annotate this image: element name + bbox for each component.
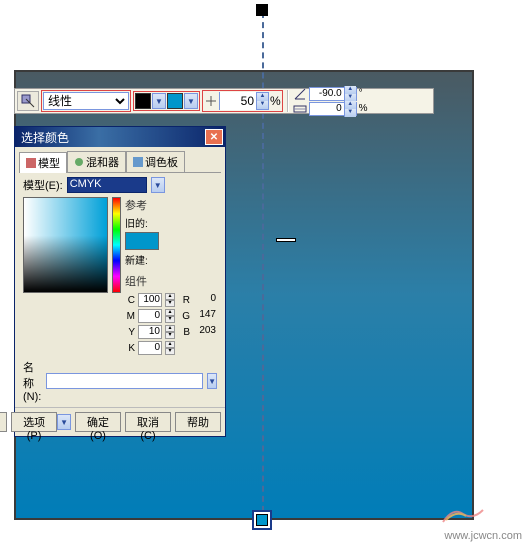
add-palette-button: 加到调色板(A) (0, 412, 7, 432)
tab-mixers-label: 混和器 (86, 154, 119, 170)
g-value: 147 (193, 309, 217, 323)
gradient-colors-group: ▼ ▼ (133, 91, 200, 111)
tab-models[interactable]: 模型 (19, 152, 67, 173)
dialog-body: 模型(E): CMYK ▼ 参考 旧的: 新建: 组件 C100▴▾ R0 (19, 172, 221, 407)
c-spin[interactable]: ▴▾ (165, 293, 175, 307)
midpoint-unit: % (270, 94, 281, 108)
model-label: 模型(E): (23, 177, 63, 193)
midpoint-down[interactable]: ▼ (256, 101, 268, 109)
reference-swatches (125, 232, 217, 250)
gradient-type-group: 线性 (41, 90, 131, 112)
angle-up[interactable]: ▲ (344, 86, 356, 94)
options-dropdown-icon[interactable]: ▼ (57, 414, 71, 430)
model-dropdown-icon[interactable]: ▼ (151, 177, 165, 193)
midpoint-group: ▲▼ % (202, 90, 283, 112)
toolbar-separator (287, 90, 289, 112)
dialog-tabs: 模型 混和器 调色板 (15, 147, 225, 172)
angle-unit: ° (359, 88, 363, 99)
name-label: 名称(N): (23, 359, 42, 403)
color-field[interactable] (23, 197, 108, 293)
edge-pad-up[interactable]: ▲ (344, 101, 356, 109)
g-label: G (180, 311, 190, 322)
components-label: 组件 (125, 273, 217, 289)
gradient-start-handle[interactable] (256, 4, 268, 16)
components-grid: C100▴▾ R0 M0▴▾ G147 Y10▴▾ B203 K0▴▾ (125, 293, 217, 355)
edge-pad-unit: % (359, 103, 368, 114)
gradient-end-handle[interactable] (252, 510, 272, 530)
watermark-text: www.jcwcn.com (444, 530, 522, 542)
name-dropdown-icon[interactable]: ▼ (207, 373, 217, 389)
k-label: K (125, 343, 135, 354)
m-label: M (125, 311, 135, 322)
y-label: Y (125, 327, 135, 338)
gradient-type-select[interactable]: 线性 (43, 92, 129, 110)
edit-fill-icon[interactable] (17, 91, 39, 111)
tab-models-label: 模型 (38, 155, 60, 171)
dialog-title: 选择颜色 (21, 129, 69, 146)
cancel-button[interactable]: 取消(C) (125, 412, 171, 432)
color-dialog: 选择颜色 ✕ 模型 混和器 调色板 模型(E): CMYK ▼ 参考 (14, 126, 226, 437)
gradient-midpoint-handle[interactable] (276, 238, 296, 242)
edge-pad-spinner[interactable]: ▲▼ (309, 102, 357, 116)
gradient-color-a-swatch[interactable] (135, 93, 151, 109)
angle-input[interactable] (310, 88, 344, 100)
angle-spinner[interactable]: ▲▼ (309, 87, 357, 101)
gradient-toolbar: 线性 ▼ ▼ ▲▼ % ▲▼ ° ▲▼ % (14, 88, 434, 114)
old-color-swatch[interactable] (125, 232, 159, 250)
hue-slider[interactable] (112, 197, 121, 293)
tab-mixers[interactable]: 混和器 (67, 151, 126, 172)
angle-group: ▲▼ ° ▲▼ % (293, 87, 368, 116)
old-label: 旧的: (125, 215, 148, 230)
edge-pad-icon (293, 102, 307, 116)
c-label: C (125, 295, 135, 306)
new-label: 新建: (125, 252, 217, 267)
angle-icon (293, 87, 307, 101)
c-value[interactable]: 100 (138, 293, 162, 307)
ok-button[interactable]: 确定(O) (75, 412, 121, 432)
midpoint-spinner[interactable]: ▲▼ (219, 92, 269, 110)
gradient-color-b-swatch[interactable] (167, 93, 183, 109)
reference-label: 参考 (125, 197, 217, 213)
edge-pad-input[interactable] (310, 103, 344, 115)
gradient-color-a-dropdown[interactable]: ▼ (152, 93, 166, 109)
midpoint-up[interactable]: ▲ (256, 93, 268, 101)
close-icon[interactable]: ✕ (205, 129, 223, 145)
model-select[interactable]: CMYK (67, 177, 147, 193)
midpoint-icon (204, 94, 218, 108)
watermark-logo (438, 502, 488, 526)
help-button[interactable]: 帮助 (175, 412, 221, 432)
k-spin[interactable]: ▴▾ (165, 341, 175, 355)
edge-pad-down[interactable]: ▼ (344, 109, 356, 117)
y-spin[interactable]: ▴▾ (165, 325, 175, 339)
k-value[interactable]: 0 (138, 341, 162, 355)
m-spin[interactable]: ▴▾ (165, 309, 175, 323)
tab-palettes-label: 调色板 (145, 154, 178, 170)
name-input[interactable] (46, 373, 203, 389)
tab-palettes[interactable]: 调色板 (126, 151, 185, 172)
r-label: R (180, 295, 190, 306)
r-value: 0 (193, 293, 217, 307)
midpoint-input[interactable] (220, 92, 256, 110)
dialog-buttons: 加到调色板(A) 选项(P)▼ 确定(O) 取消(C) 帮助 (15, 407, 225, 436)
y-value[interactable]: 10 (138, 325, 162, 339)
b-value: 203 (193, 325, 217, 339)
dialog-titlebar[interactable]: 选择颜色 ✕ (15, 127, 225, 147)
options-button[interactable]: 选项(P) (11, 412, 57, 432)
b-label: B (180, 327, 190, 338)
m-value[interactable]: 0 (138, 309, 162, 323)
gradient-color-b-dropdown[interactable]: ▼ (184, 93, 198, 109)
